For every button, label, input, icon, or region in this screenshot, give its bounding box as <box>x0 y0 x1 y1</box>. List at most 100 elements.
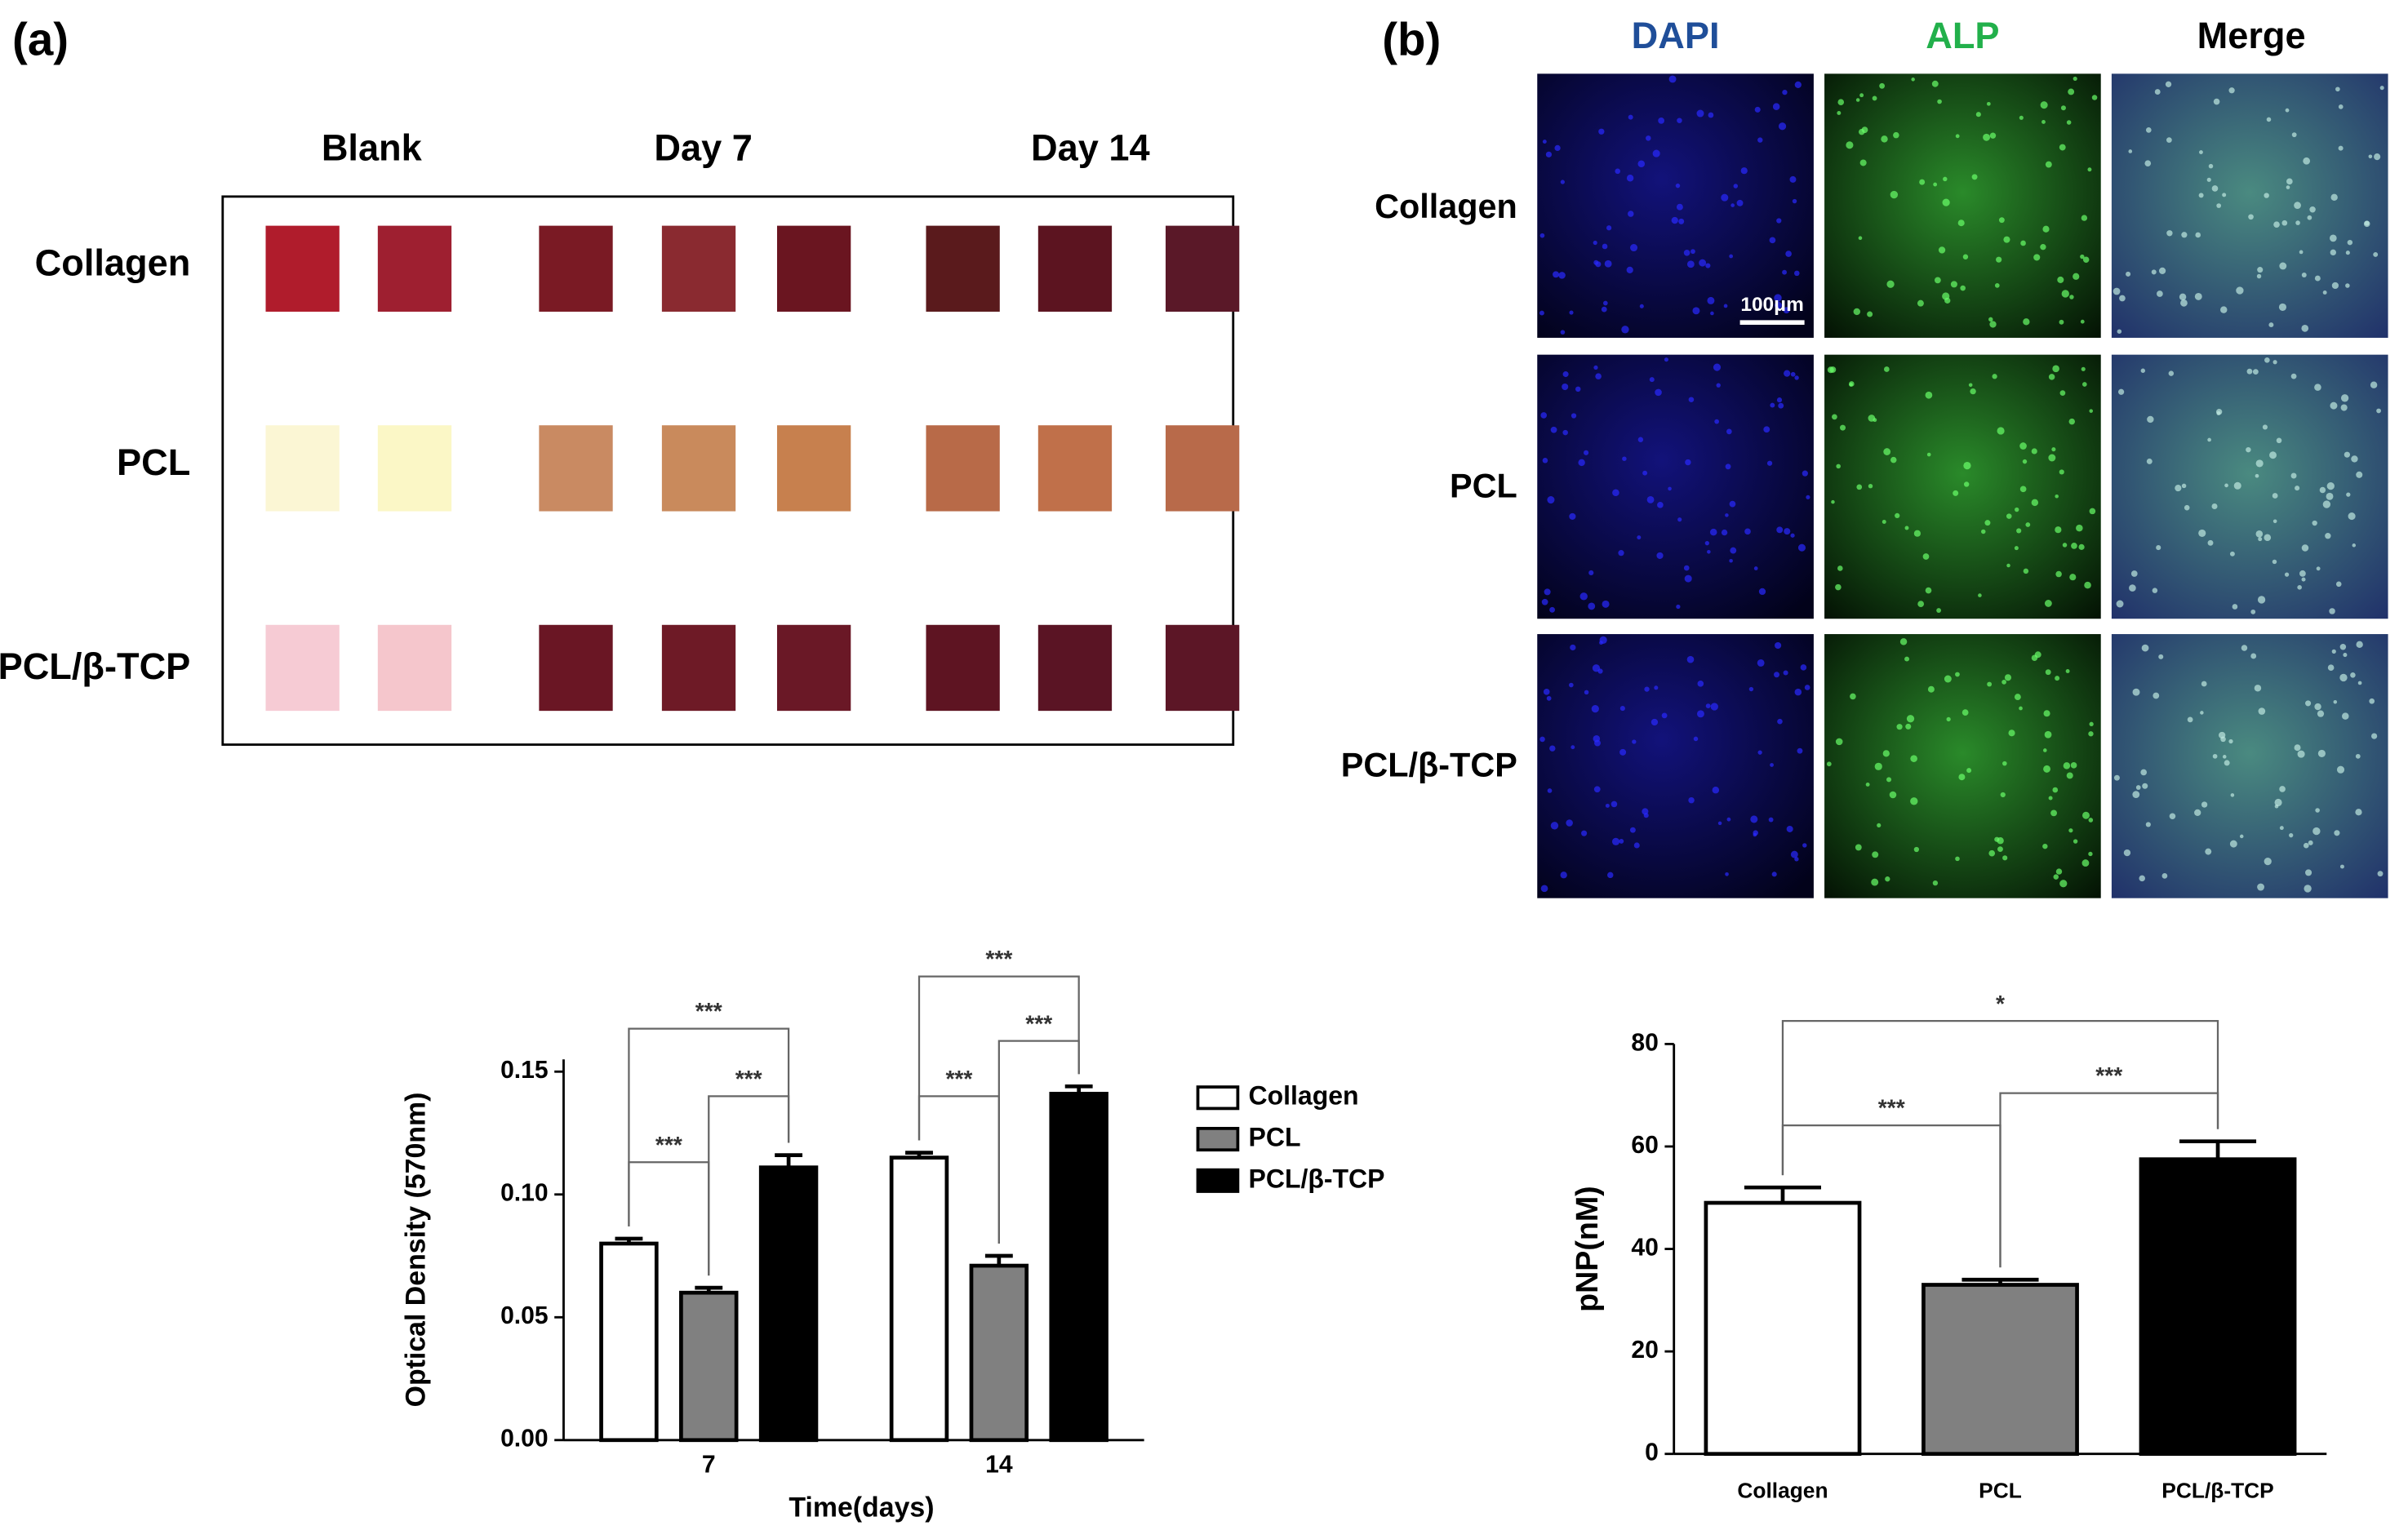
micrograph-speck <box>2089 721 2094 726</box>
micrograph-speck <box>2153 692 2160 699</box>
micrograph-speck <box>1784 370 1791 377</box>
micrograph-speck <box>1994 283 2000 288</box>
micrograph-speck <box>2042 225 2050 233</box>
micrograph-speck <box>2068 88 2075 95</box>
micrograph-speck <box>1882 750 1890 757</box>
micrograph-speck <box>2230 793 2235 797</box>
micrograph-speck <box>1621 326 1629 334</box>
micrograph-speck <box>1782 89 1788 95</box>
significance-label: *** <box>1878 1095 1905 1121</box>
micrograph-speck <box>1748 686 1754 692</box>
micrograph-speck <box>1591 704 1599 713</box>
micrograph-speck <box>2168 370 2175 376</box>
micrograph-speck <box>2201 681 2207 687</box>
micrograph-speck <box>2257 267 2264 273</box>
micrograph-speck <box>2156 545 2161 551</box>
micrograph-speck <box>1868 415 1876 422</box>
micrograph-speck <box>1944 675 1952 683</box>
micrograph-speck <box>1726 428 1732 435</box>
micrograph-speck <box>1733 184 1739 188</box>
micrograph-speck <box>1684 574 1692 583</box>
micrograph-speck <box>1774 294 1782 302</box>
micrograph-speck <box>2357 681 2362 685</box>
micrograph-speck <box>2023 318 2030 326</box>
micrograph-speck <box>2316 566 2321 571</box>
micrograph-speck <box>2340 394 2349 402</box>
micrograph-speck <box>1961 709 1969 716</box>
micrograph-speck <box>2045 669 2051 676</box>
micrograph-speck <box>2145 822 2151 827</box>
micrograph-speck <box>1584 450 1589 455</box>
micrograph-speck <box>2255 473 2259 478</box>
micrograph-speck <box>1783 670 1788 676</box>
micrograph-speck <box>1753 566 1758 570</box>
micrograph-speck <box>2294 202 2301 210</box>
micrograph-speck <box>2334 830 2340 836</box>
micrograph-speck <box>1837 99 1845 106</box>
micrograph-speck <box>2019 486 2027 493</box>
micrograph-speck <box>2339 864 2344 869</box>
micrograph-speck <box>1978 593 1982 597</box>
micrograph-speck <box>1800 664 1807 671</box>
micrograph-speck <box>1840 424 1846 431</box>
micrograph-speck <box>2130 570 2138 577</box>
sample-photo <box>377 425 452 512</box>
micrograph-speck <box>2198 529 2206 537</box>
micrograph-speck <box>2055 494 2059 499</box>
micrograph-speck <box>1925 391 1933 399</box>
micrograph-speck <box>2252 369 2259 375</box>
micrograph-speck <box>1569 512 1576 521</box>
micrograph-speck <box>1730 203 1735 207</box>
micrograph-speck <box>1989 132 1997 139</box>
sample-photo <box>539 624 613 712</box>
sample-photo <box>377 624 452 712</box>
micrograph-speck <box>2065 669 2070 673</box>
micrograph-speck <box>1628 114 1633 120</box>
micrograph-speck <box>1599 641 1603 645</box>
micrograph-speck <box>1790 371 1796 377</box>
micrograph-speck <box>1708 112 1714 118</box>
micrograph-speck <box>1637 160 1646 168</box>
significance-bracket <box>917 975 1080 1141</box>
micrograph-speck <box>2119 295 2126 302</box>
micrograph-speck <box>1730 547 1737 554</box>
micrograph-speck <box>1593 786 1601 793</box>
micrograph-speck <box>1950 281 1957 288</box>
micrograph-speck <box>2001 679 2006 685</box>
micrograph-speck <box>1910 797 1918 805</box>
micrograph-speck <box>1987 681 1993 687</box>
micrograph-speck <box>1783 307 1790 314</box>
micrograph-speck <box>2006 513 2012 519</box>
micrograph-speck <box>2014 694 2021 701</box>
micrograph-speck <box>2048 454 2056 462</box>
micrograph-speck <box>2059 880 2068 888</box>
sample-photo <box>1165 425 1240 512</box>
micrograph-speck <box>2055 570 2062 578</box>
micrograph-speck <box>1539 233 1545 238</box>
micrograph-speck <box>2081 382 2087 387</box>
micrograph-speck <box>2146 458 2153 464</box>
micrograph-speck <box>1770 402 1775 408</box>
micrograph-speck <box>2003 236 2010 243</box>
micrograph-speck <box>2081 859 2090 867</box>
micrograph-speck <box>1883 366 1890 372</box>
error-bar <box>1961 1277 2039 1285</box>
micrograph-speck <box>2050 809 2057 817</box>
micrograph-speck <box>2044 730 2052 738</box>
micrograph-speck <box>2041 120 2046 124</box>
micrograph-speck <box>1856 484 1863 490</box>
sample-photo <box>1037 624 1113 712</box>
micrograph-speck <box>1661 712 1668 719</box>
micrograph-speck <box>1686 655 1695 663</box>
micrograph-speck <box>2340 404 2348 411</box>
sample-photo <box>776 225 851 312</box>
sample-photo <box>265 225 340 312</box>
micrograph-speck <box>2152 588 2158 593</box>
micrograph <box>2111 354 2388 619</box>
micrograph-speck <box>1802 843 1807 848</box>
significance-bracket <box>628 1027 790 1226</box>
column-header: Blank <box>322 126 423 168</box>
micrograph-speck <box>2071 543 2077 549</box>
micrograph-speck <box>1723 304 1728 308</box>
